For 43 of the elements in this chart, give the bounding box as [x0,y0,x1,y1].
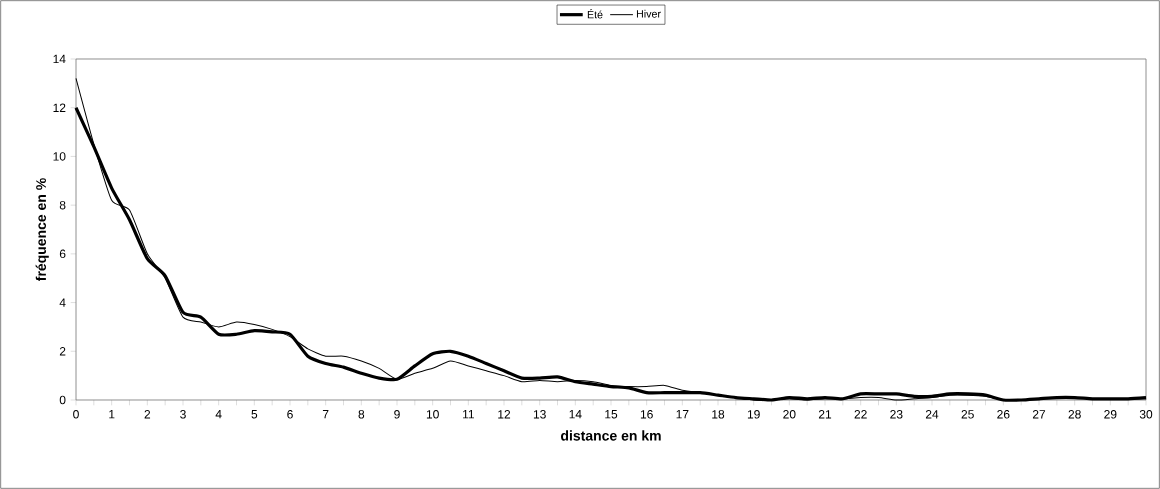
x-tick-label: 14 [569,410,582,419]
x-tick-label: 11 [463,410,474,419]
x-tick-label: 0 [73,410,79,419]
x-tick-label: 24 [925,410,939,419]
x-tick-label: 16 [640,410,653,419]
y-axis-title: fréquence en % [35,178,49,281]
x-tick-label: 30 [1139,410,1153,419]
x-tick-label: 17 [676,410,689,419]
x-axis-title: distance en km [560,430,661,441]
x-tick-label: 15 [605,410,618,419]
y-tick-label: 14 [53,54,66,64]
x-tick-label: 23 [890,410,903,419]
y-tick-label: 6 [59,249,66,259]
x-tick-label: 2 [144,410,151,419]
x-tick-label: 12 [498,410,511,419]
x-tick-label: 18 [712,410,725,419]
legend-label: Hiver [636,9,661,18]
x-tick-label: 5 [251,410,258,419]
x-tick-label: 3 [180,410,186,419]
y-tick-label: 10 [53,152,66,161]
x-tick-label: 22 [854,410,867,419]
y-tick-label: 2 [59,347,66,356]
x-tick-label: 13 [533,410,546,419]
x-tick-label: 20 [783,410,796,419]
x-tick-label: 29 [1104,410,1117,419]
y-tick-label: 0 [59,395,66,405]
x-tick-label: 6 [287,410,293,419]
y-tick-label: 8 [59,200,66,210]
x-tick-label: 19 [747,410,760,419]
x-tick-label: 28 [1068,410,1081,419]
y-tick-label: 12 [53,103,66,112]
x-tick-label: 7 [322,410,329,419]
x-tick-label: 21 [818,410,832,419]
legend-label: Été [587,9,603,19]
x-tick-label: 8 [358,410,365,419]
x-tick-label: 9 [394,410,400,419]
x-tick-label: 25 [961,410,974,419]
y-tick-label: 4 [59,298,66,307]
x-tick-label: 1 [109,410,115,419]
x-tick-label: 10 [426,410,439,419]
x-tick-label: 27 [1032,410,1046,419]
x-tick-label: 4 [215,410,222,419]
x-tick-label: 26 [997,410,1010,419]
